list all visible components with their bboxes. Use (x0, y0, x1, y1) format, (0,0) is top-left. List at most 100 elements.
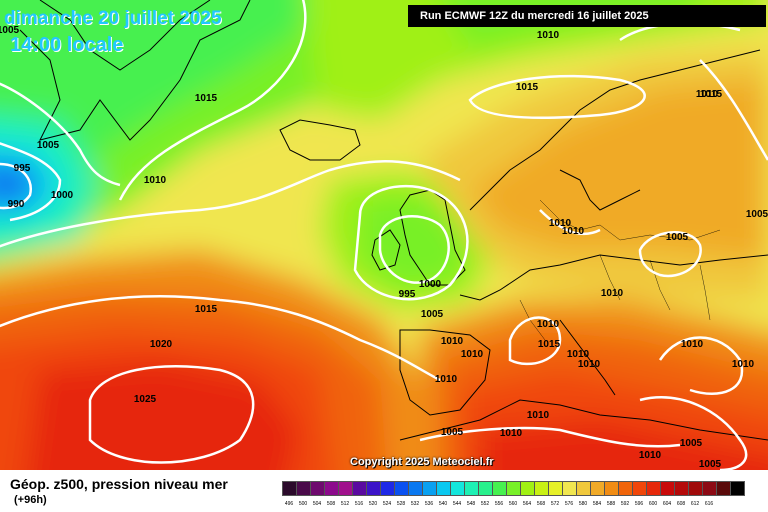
color-scale-tick: 572 (550, 501, 560, 507)
color-swatch (590, 481, 605, 496)
isobar-label: 1020 (150, 339, 173, 350)
color-swatch (562, 481, 577, 496)
color-scale-tick: 560 (508, 501, 518, 507)
chart-title: Géop. z500, pression niveau mer (10, 476, 228, 492)
isobar-label: 1015 (195, 93, 218, 104)
color-swatch (716, 481, 731, 496)
isobar-label: 1015 (516, 82, 539, 93)
isobar-label: 1010 (681, 339, 704, 350)
isobar-label: 1005 (37, 140, 60, 151)
color-swatch (352, 481, 367, 496)
color-scale-tick: 576 (564, 501, 574, 507)
coastlines (19, 0, 768, 441)
color-scale-ticks: 496 500 504 508 512 516 520 524 528 532 536 540 544 5… (282, 501, 716, 507)
color-scale-tick: 552 (480, 501, 490, 507)
color-swatch (408, 481, 423, 496)
isobar-label: 990 (8, 199, 25, 210)
color-scale-tick: 592 (620, 501, 630, 507)
isobar-label: 1005 (0, 25, 20, 36)
color-swatch (422, 481, 437, 496)
isobar-label: 1010 (567, 349, 590, 360)
color-scale-tick: 496 (284, 501, 294, 507)
color-scale-tick: 520 (368, 501, 378, 507)
isobar-label: 1010 (435, 374, 458, 385)
isobar-label: 1015 (195, 304, 218, 315)
color-scale-tick: 584 (592, 501, 602, 507)
color-swatch (730, 481, 745, 496)
color-scale-tick: 580 (578, 501, 588, 507)
color-scale-tick: 616 (704, 501, 714, 507)
color-swatch (618, 481, 633, 496)
color-scale-tick: 596 (634, 501, 644, 507)
color-swatch (464, 481, 479, 496)
color-swatch (604, 481, 619, 496)
color-scale-tick: 548 (466, 501, 476, 507)
color-swatch (702, 481, 717, 496)
copyright: Copyright 2025 Meteociel.fr (350, 456, 494, 468)
isobar-label: 1010 (549, 218, 572, 229)
color-swatch (492, 481, 507, 496)
isobar-label: 1015 (538, 339, 561, 350)
footer: Géop. z500, pression niveau mer (+96h) 4… (0, 470, 768, 512)
color-swatch (394, 481, 409, 496)
color-swatch (674, 481, 689, 496)
isobar-label: 1010 (578, 359, 601, 370)
isobar-label: 1010 (441, 336, 464, 347)
isobar-label: 1000 (51, 190, 74, 201)
color-swatch (310, 481, 325, 496)
color-scale-tick: 528 (396, 501, 406, 507)
color-swatch (366, 481, 381, 496)
color-swatch (688, 481, 703, 496)
color-scale-tick: 508 (326, 501, 336, 507)
color-scale-tick: 532 (410, 501, 420, 507)
color-swatch (646, 481, 661, 496)
isobar-label: 995 (399, 289, 416, 300)
isobar-label: 1010 (537, 30, 560, 41)
color-scale-tick: 564 (522, 501, 532, 507)
color-swatch (450, 481, 465, 496)
isobar-label: 1010 (527, 410, 550, 421)
isobars (0, 0, 768, 470)
isobar-label: 1005 (666, 232, 689, 243)
isobar-label: 1005 (680, 438, 703, 449)
isobar-label: 1010 (732, 359, 755, 370)
color-swatch (534, 481, 549, 496)
isobar-label: 1010 (639, 450, 662, 461)
isobar-label: 1000 (419, 279, 442, 290)
isobar-labels: 1005 1010 1015 1005 995 990 1000 1010 10… (0, 25, 768, 470)
color-scale-tick: 588 (606, 501, 616, 507)
isobar-label: 1005 (441, 427, 464, 438)
color-scale-tick: 556 (494, 501, 504, 507)
color-swatch (380, 481, 395, 496)
color-swatch (436, 481, 451, 496)
isobar-label: 1010 (696, 89, 719, 100)
isobar-label: 1010 (537, 319, 560, 330)
forecast-time: 14:00 locale (10, 34, 124, 56)
color-scale-tick: 500 (298, 501, 308, 507)
color-scale-tick: 544 (452, 501, 462, 507)
color-scale-tick: 536 (424, 501, 434, 507)
isobar-label: 1005 (746, 209, 768, 220)
color-scale-tick: 604 (662, 501, 672, 507)
isobar-label: 1010 (144, 175, 167, 186)
color-scale (282, 481, 745, 496)
isobar-label: 995 (14, 163, 31, 174)
color-scale-tick: 524 (382, 501, 392, 507)
color-swatch (338, 481, 353, 496)
color-swatch (548, 481, 563, 496)
isobar-label: 1005 (699, 459, 722, 470)
color-scale-tick: 516 (354, 501, 364, 507)
color-swatch (632, 481, 647, 496)
color-swatch (576, 481, 591, 496)
geopotential-field: 1005 1010 1015 1005 995 990 1000 1010 10… (0, 0, 768, 470)
color-scale-tick: 600 (648, 501, 658, 507)
color-scale-tick: 612 (690, 501, 700, 507)
color-swatch (282, 481, 297, 496)
run-info: Run ECMWF 12Z du mercredi 16 juillet 202… (408, 5, 766, 27)
isobar-label: 1010 (500, 428, 523, 439)
color-scale-tick: 568 (536, 501, 546, 507)
isobar-label: 1015 (700, 89, 723, 100)
color-scale-tick: 608 (676, 501, 686, 507)
color-swatch (506, 481, 521, 496)
color-swatch (296, 481, 311, 496)
